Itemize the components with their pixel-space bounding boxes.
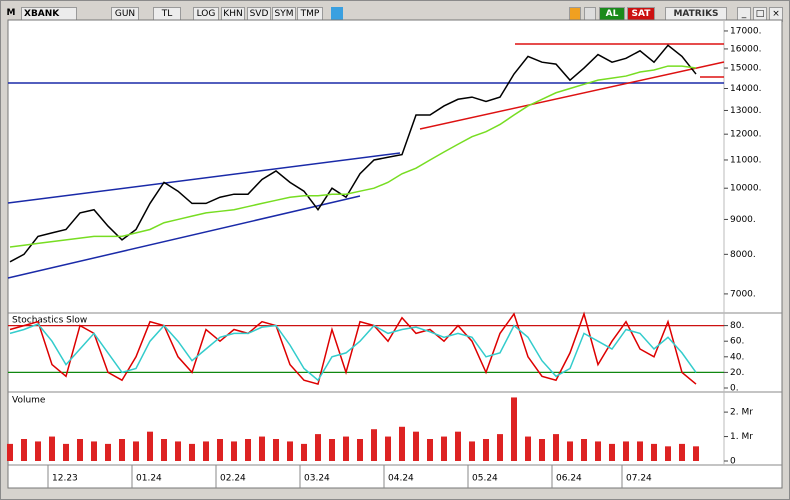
volume-bar: [189, 443, 195, 461]
price-line: [9, 44, 697, 263]
y-tick-label: 11000.: [730, 155, 762, 165]
volume-bar: [287, 441, 293, 461]
panel-title: Stochastics Slow: [12, 316, 87, 326]
volume-bar: [511, 397, 517, 461]
volume-bar: [301, 443, 307, 461]
volume-bar: [567, 441, 573, 461]
indicator-line: [9, 65, 697, 248]
y-tick-label: 40.: [730, 352, 744, 362]
volume-bar: [231, 441, 237, 461]
volume-bar: [483, 439, 489, 461]
volume-bar: [609, 443, 615, 461]
volume-bar: [427, 439, 433, 461]
y-tick-label: 15000.: [730, 64, 762, 74]
volume-bar: [497, 434, 503, 461]
plot-frame: [7, 19, 783, 489]
volume-bar: [539, 439, 545, 461]
volume-bar: [413, 431, 419, 461]
volume-bar: [595, 441, 601, 461]
panel-title: Volume: [12, 396, 46, 406]
y-tick-label: 10000.: [730, 184, 762, 194]
volume-bar: [637, 441, 643, 461]
volume-bar: [371, 429, 377, 461]
volume-bar: [581, 439, 587, 461]
volume-bar: [21, 439, 27, 461]
volume-bar: [399, 426, 405, 461]
logo: M: [6, 8, 16, 18]
volume-bar: [385, 436, 391, 461]
volume-bar: [91, 441, 97, 461]
trend-line: [7, 195, 361, 279]
y-tick-label: 16000.: [730, 44, 762, 54]
volume-bar: [105, 443, 111, 461]
x-tick-label: 04.24: [388, 474, 414, 484]
trend-line: [419, 61, 725, 130]
volume-bar: [133, 441, 139, 461]
volume-bar: [259, 436, 265, 461]
indicator-line: [9, 323, 697, 382]
volume-bar: [217, 439, 223, 461]
y-tick-label: 14000.: [730, 84, 762, 94]
volume-bar: [441, 436, 447, 461]
volume-bar: [623, 441, 629, 461]
volume-bar: [203, 441, 209, 461]
y-tick-label: 7000.: [730, 289, 756, 299]
volume-bar: [343, 436, 349, 461]
trend-line: [7, 152, 401, 204]
volume-bar: [273, 439, 279, 461]
x-tick-label: 02.24: [220, 474, 246, 484]
x-tick-label: 06.24: [556, 474, 582, 484]
x-tick-label: 07.24: [626, 474, 652, 484]
close[interactable]: ×: [769, 7, 783, 22]
volume-bar: [469, 441, 475, 461]
y-tick-label: 0.: [730, 384, 739, 394]
volume-bar: [147, 431, 153, 461]
y-tick-label: 12000.: [730, 130, 762, 140]
x-tick-label: 05.24: [472, 474, 498, 484]
y-tick-label: 9000.: [730, 215, 756, 225]
y-tick-label: 0: [730, 457, 736, 467]
x-tick-label: 03.24: [304, 474, 330, 484]
volume-bar: [693, 446, 699, 461]
volume-bar: [553, 434, 559, 461]
volume-bar: [7, 443, 13, 461]
y-tick-label: 60.: [730, 337, 744, 347]
y-tick-label: 2. Mr: [730, 408, 753, 418]
symbol-box[interactable]: XBANK: [21, 7, 77, 22]
y-tick-label: 8000.: [730, 250, 756, 260]
volume-bar: [315, 434, 321, 461]
volume-bar: [175, 441, 181, 461]
volume-bar: [329, 439, 335, 461]
y-tick-label: 17000.: [730, 26, 762, 36]
y-tick-label: 1. Mr: [730, 432, 753, 442]
volume-bar: [35, 441, 41, 461]
x-tick-label: 12.23: [52, 474, 78, 484]
volume-bar: [651, 443, 657, 461]
x-tick-label: 01.24: [136, 474, 162, 484]
y-tick-label: 20.: [730, 368, 744, 378]
volume-bar: [161, 439, 167, 461]
y-tick-label: 13000.: [730, 106, 762, 116]
volume-bar: [119, 439, 125, 461]
volume-bar: [525, 436, 531, 461]
volume-bar: [679, 443, 685, 461]
volume-bar: [63, 443, 69, 461]
volume-bar: [357, 439, 363, 461]
volume-bar: [455, 431, 461, 461]
volume-bar: [77, 439, 83, 461]
volume-bar: [49, 436, 55, 461]
y-tick-label: 80.: [730, 321, 744, 331]
volume-bar: [245, 439, 251, 461]
volume-bar: [665, 446, 671, 461]
